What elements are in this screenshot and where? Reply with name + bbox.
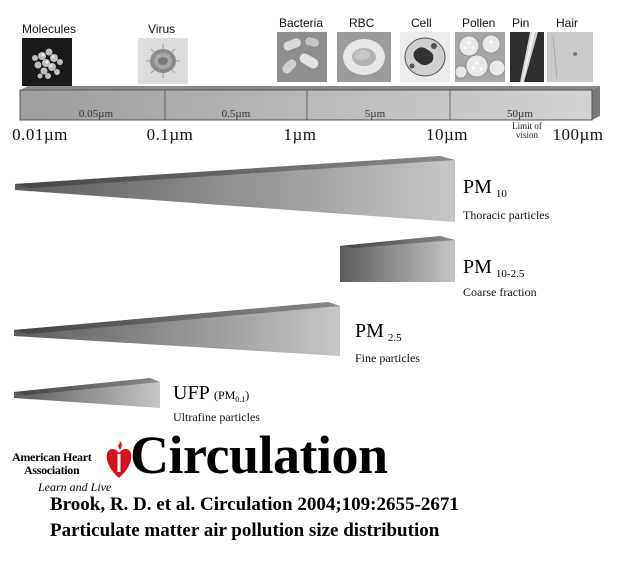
- scale-segment-label: 5µm: [364, 108, 386, 120]
- scale-segment-label: 0.05µm: [78, 108, 114, 120]
- heart-torch-icon: [106, 440, 132, 478]
- limit-of-vision-note: Limit of vision: [512, 121, 542, 140]
- pm10-2.5-description: Coarse fraction: [463, 285, 537, 299]
- ufp-wedge: [14, 378, 160, 408]
- pin-icon: [510, 32, 544, 82]
- thumb-label-molecules: Molecules: [22, 22, 77, 36]
- scale-tick-label: 0.1µm: [146, 125, 194, 144]
- particle-wedges: [14, 156, 455, 408]
- aha-org-line2: Association: [24, 463, 80, 477]
- pm10-wedge: [15, 156, 455, 222]
- scale-segment-label: 0.5µm: [221, 108, 251, 120]
- pm10-2.5-wedge: [340, 236, 455, 282]
- pm10-description: Thoracic particles: [463, 208, 550, 222]
- thumb-label-pin: Pin: [512, 16, 530, 30]
- thumb-label-virus: Virus: [148, 22, 176, 36]
- rbc-icon: [337, 32, 391, 82]
- thumb-label-cell: Cell: [411, 16, 432, 30]
- molecules-icon: [22, 38, 72, 86]
- scale-segment-label: 50µm: [507, 108, 533, 120]
- scale-bar-graphic: [19, 86, 600, 121]
- scale-tick-label: 100µm: [552, 125, 604, 144]
- aha-tagline: Learn and Live: [38, 480, 112, 494]
- cell-icon: [400, 32, 450, 82]
- pm2.5-description: Fine particles: [355, 351, 420, 365]
- scale-tick-label: 10µm: [425, 125, 469, 144]
- thumb-label-pollen: Pollen: [462, 16, 496, 30]
- pm2.5-label: PM 2.5: [355, 320, 402, 344]
- bacteria-icon: [277, 32, 327, 82]
- hair-icon: [547, 32, 593, 82]
- pm10-label: PM 10: [463, 176, 507, 200]
- citation-line-1: Brook, R. D. et al. Circulation 2004;109…: [50, 494, 459, 515]
- aha-org-line1: American Heart: [12, 450, 92, 464]
- scale-tick-label: 0.01µm: [12, 125, 68, 144]
- ufp-label: UFP (PM0.1): [173, 382, 250, 404]
- thumb-label-bacteria: Bacteria: [279, 16, 324, 30]
- ufp-description: Ultrafine particles: [173, 410, 260, 424]
- citation-line-2: Particulate matter air pollution size di…: [50, 520, 440, 541]
- pollen-icon: [455, 32, 505, 82]
- virus-icon: [138, 38, 188, 84]
- journal-wordmark: Circulation: [130, 425, 388, 485]
- pm2.5-wedge: [14, 302, 340, 356]
- pm10-2.5-label: PM 10-2.5: [463, 256, 525, 280]
- scale-tick-label: 1µm: [283, 125, 317, 144]
- thumb-label-rbc: RBC: [349, 16, 375, 30]
- thumb-label-hair: Hair: [556, 16, 579, 30]
